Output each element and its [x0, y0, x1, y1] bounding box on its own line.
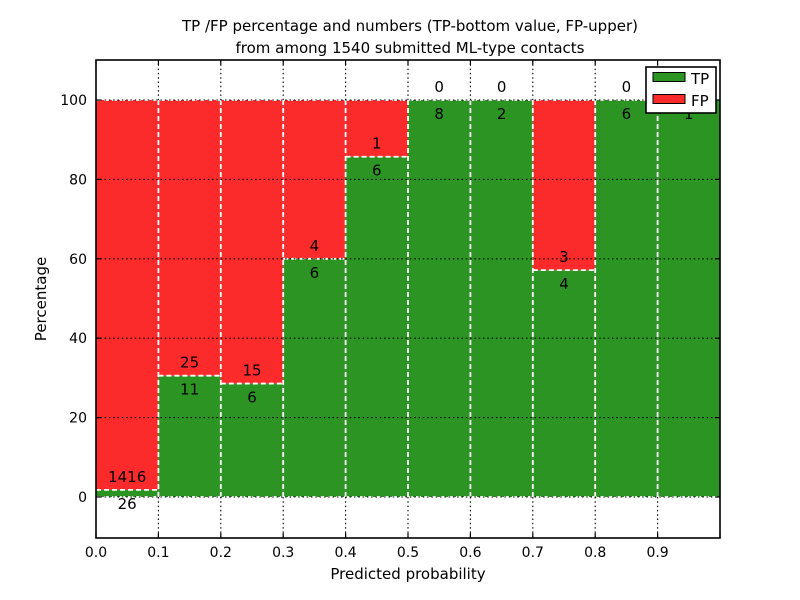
x-tick-label: 0.7 [522, 545, 544, 561]
bar-tp-segment [96, 489, 159, 497]
bars-layer [96, 100, 720, 497]
bar-tp-segment [158, 375, 221, 497]
x-tick-label: 0.6 [459, 545, 481, 561]
grid-layer [96, 60, 720, 538]
fp-count-label: 25 [180, 354, 199, 372]
bar-tp-segment [408, 100, 471, 497]
bar-fp-segment [158, 100, 221, 376]
legend-tp-swatch-icon [652, 72, 686, 82]
fp-count-label: 1 [372, 135, 382, 153]
tp-count-label: 8 [434, 105, 444, 123]
tick-marks-layer [95, 60, 721, 538]
fp-count-label: 0 [497, 78, 507, 96]
bar-tp-segment [345, 156, 408, 497]
tp-count-label: 1 [684, 105, 694, 123]
bar-fp-segment [532, 100, 596, 271]
fp-count-label: 0 [622, 78, 632, 96]
bar-tp-segment [283, 258, 346, 497]
bar-tp-segment [470, 100, 533, 497]
y-tick-label: 20 [69, 411, 87, 427]
x-tick-label: 0.9 [646, 545, 668, 561]
tp-count-label: 6 [372, 162, 382, 180]
bar-fp-segment [345, 100, 408, 157]
fp-count-label: 3 [559, 248, 569, 266]
tp-count-label: 6 [622, 105, 632, 123]
bar-edges-layer [96, 99, 720, 498]
tp-count-label: 2 [497, 105, 507, 123]
legend-fp-label: FP [691, 92, 709, 110]
fp-count-label: 4 [310, 237, 320, 255]
y-tick-label: 60 [69, 252, 87, 268]
bar-fp-segment [220, 100, 284, 384]
bar-tp-segment [220, 383, 284, 497]
x-tick-label: 0.5 [397, 545, 419, 561]
x-tick-label: 0.2 [210, 545, 232, 561]
chart-title-line1: TP /FP percentage and numbers (TP-bottom… [181, 17, 638, 35]
fp-count-label: 0 [434, 78, 444, 96]
x-tick-label: 0.3 [272, 545, 294, 561]
tp-count-label: 6 [247, 389, 257, 407]
x-tick-label: 0.0 [85, 545, 107, 561]
legend-tp-label: TP [690, 70, 709, 88]
legend: TP FP [645, 66, 717, 114]
y-tick-label: 100 [60, 93, 87, 109]
bar-tp-segment [657, 100, 720, 497]
x-tick-label: 0.8 [584, 545, 606, 561]
tp-count-label: 11 [180, 381, 199, 399]
legend-fp-swatch-icon [652, 94, 686, 104]
bar-fp-segment [96, 100, 159, 490]
x-axis-label: Predicted probability [330, 565, 485, 583]
y-tick-label: 0 [78, 490, 87, 506]
bar-fp-segment [283, 100, 346, 259]
tp-count-label: 26 [118, 495, 137, 513]
tp-count-label: 6 [310, 264, 320, 282]
y-tick-label: 80 [69, 172, 87, 188]
x-tick-label: 0.4 [334, 545, 356, 561]
x-tick-label: 0.1 [147, 545, 169, 561]
y-axis-label: Percentage [32, 257, 50, 341]
fp-count-label: 15 [242, 362, 261, 380]
fp-count-label: 1416 [108, 468, 146, 486]
bar-tp-segment [532, 270, 596, 497]
tick-labels-layer: 0.0 0.1 0.2 0.3 0.4 0.5 0.6 0.7 0.8 0.9 0 20 40 60 80 1… [60, 93, 668, 561]
tp-count-label: 4 [559, 275, 569, 293]
bar-tp-segment [595, 100, 658, 497]
y-tick-label: 40 [69, 331, 87, 347]
chart-title-line2: from among 1540 submitted ML-type contac… [236, 39, 585, 57]
